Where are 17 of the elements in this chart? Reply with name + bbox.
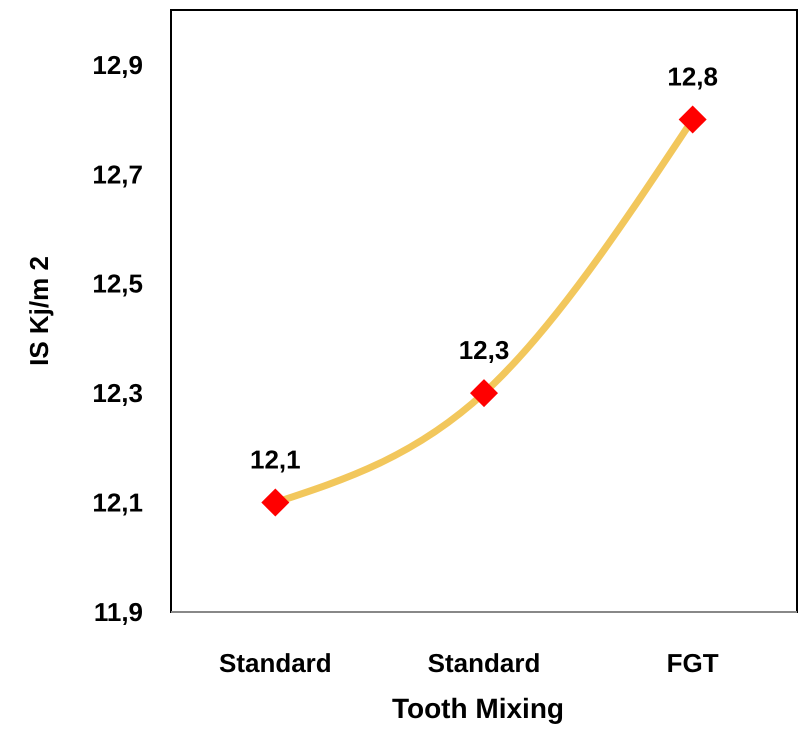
y-tick-label: 12,5: [92, 268, 143, 299]
point: [678, 105, 707, 134]
x-tick-label: Standard: [218, 648, 332, 678]
y-axis-title: IS Kj/m 2: [24, 256, 54, 366]
data-label: 12,3: [458, 335, 510, 366]
x-axis-title: Tooth Mixing: [392, 693, 564, 724]
y-tick-label: 12,3: [92, 378, 143, 408]
data-label: 12,1: [250, 444, 301, 475]
y-tick-label: 11,9: [94, 597, 143, 628]
y-tick-label: 12,1: [92, 488, 143, 518]
point: [470, 379, 498, 408]
point: [261, 488, 290, 517]
y-tick-label: 12,9: [92, 50, 143, 80]
y-tick-label: 12,7: [92, 159, 143, 190]
x-tick-label: FGT: [666, 648, 719, 678]
x-tick-label: Standard: [428, 648, 540, 678]
data-label: 12,8: [667, 61, 718, 92]
